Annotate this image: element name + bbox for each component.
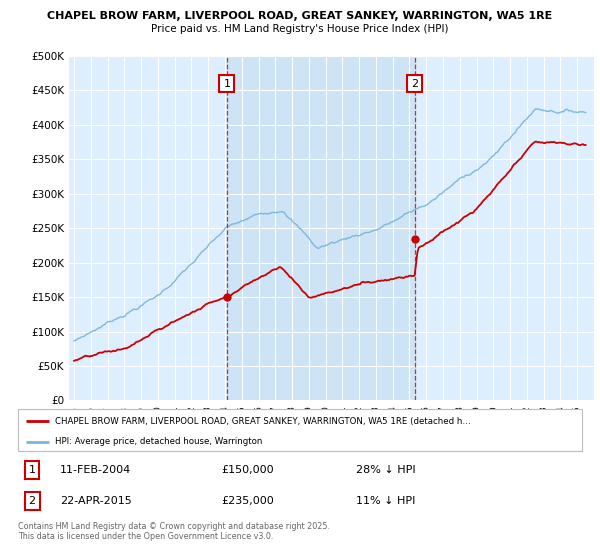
Text: 28% ↓ HPI: 28% ↓ HPI — [356, 465, 416, 475]
Text: 1: 1 — [29, 465, 35, 475]
Text: CHAPEL BROW FARM, LIVERPOOL ROAD, GREAT SANKEY, WARRINGTON, WA5 1RE (detached h…: CHAPEL BROW FARM, LIVERPOOL ROAD, GREAT … — [55, 417, 470, 426]
Text: 1: 1 — [223, 78, 230, 88]
Text: Contains HM Land Registry data © Crown copyright and database right 2025.
This d: Contains HM Land Registry data © Crown c… — [18, 522, 330, 542]
Text: 2: 2 — [29, 496, 35, 506]
Text: Price paid vs. HM Land Registry's House Price Index (HPI): Price paid vs. HM Land Registry's House … — [151, 24, 449, 34]
Text: CHAPEL BROW FARM, LIVERPOOL ROAD, GREAT SANKEY, WARRINGTON, WA5 1RE: CHAPEL BROW FARM, LIVERPOOL ROAD, GREAT … — [47, 11, 553, 21]
Text: 11% ↓ HPI: 11% ↓ HPI — [356, 496, 416, 506]
Text: £235,000: £235,000 — [221, 496, 274, 506]
Text: 22-APR-2015: 22-APR-2015 — [60, 496, 132, 506]
Text: 2: 2 — [411, 78, 418, 88]
Text: £150,000: £150,000 — [221, 465, 274, 475]
Bar — [227, 56, 415, 400]
Text: HPI: Average price, detached house, Warrington: HPI: Average price, detached house, Warr… — [55, 437, 262, 446]
Text: 11-FEB-2004: 11-FEB-2004 — [60, 465, 131, 475]
FancyBboxPatch shape — [18, 409, 582, 451]
